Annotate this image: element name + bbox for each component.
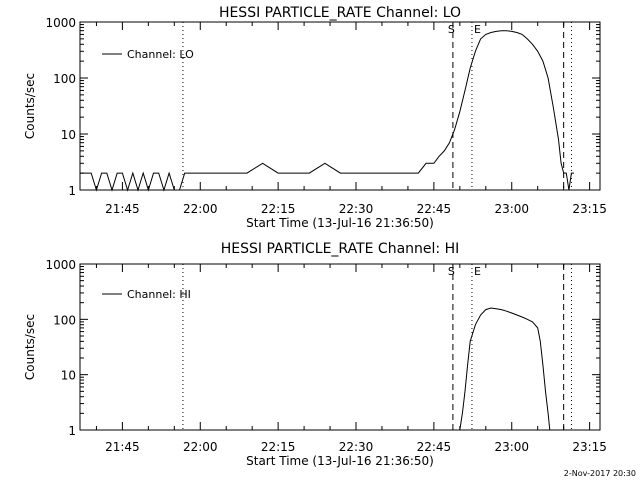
x-tick-label: 23:15 bbox=[572, 202, 607, 216]
x-tick-label: 22:00 bbox=[183, 440, 218, 454]
x-tick-label: 22:00 bbox=[183, 202, 218, 216]
y-tick-label: 10 bbox=[61, 369, 76, 383]
series-line-0 bbox=[80, 30, 574, 192]
x-tick-label: 23:15 bbox=[572, 440, 607, 454]
x-tick-label: 22:30 bbox=[339, 202, 374, 216]
marker-label-s: S bbox=[448, 23, 455, 36]
plot-frame bbox=[79, 263, 601, 431]
x-tick-label: 22:15 bbox=[261, 440, 296, 454]
y-tick-label: 1 bbox=[68, 424, 76, 438]
y-tick-label: 100 bbox=[53, 313, 76, 327]
x-tick-label: 22:45 bbox=[417, 202, 452, 216]
marker-label-e: E bbox=[474, 23, 481, 36]
plot-frame bbox=[79, 21, 601, 191]
x-tick-label: 22:30 bbox=[339, 440, 374, 454]
panel-lo: HESSI PARTICLE_RATE Channel: LO 21:45 22:0… bbox=[23, 5, 607, 230]
series-line-0 bbox=[459, 307, 551, 431]
panel-hi: HESSI PARTICLE_RATE Channel: HI 21:45 22:0… bbox=[23, 241, 607, 468]
legend-label: Channel: HI bbox=[127, 288, 191, 301]
y-axis-label: Counts/sec bbox=[23, 314, 37, 380]
legend-label: Channel: LO bbox=[127, 48, 194, 61]
y-axis-label: Counts/sec bbox=[23, 73, 37, 139]
x-tick-label: 22:15 bbox=[261, 202, 296, 216]
x-tick-label: 21:45 bbox=[105, 440, 140, 454]
chart-title: HESSI PARTICLE_RATE Channel: LO bbox=[219, 5, 461, 21]
y-tick-label: 1000 bbox=[45, 258, 76, 272]
x-axis-label: Start Time (13-Jul-16 21:36:50) bbox=[246, 216, 434, 230]
marker-label-e: E bbox=[474, 265, 481, 278]
x-tick-label: 23:00 bbox=[494, 202, 529, 216]
x-axis-label: Start Time (13-Jul-16 21:36:50) bbox=[246, 454, 434, 468]
marker-label-s: S bbox=[448, 265, 455, 278]
y-tick-label: 1 bbox=[68, 184, 76, 198]
chart-title: HESSI PARTICLE_RATE Channel: HI bbox=[221, 241, 459, 257]
x-tick-label: 23:00 bbox=[494, 440, 529, 454]
y-tick-label: 100 bbox=[53, 72, 76, 86]
y-tick-label: 10 bbox=[61, 128, 76, 142]
x-tick-label: 22:45 bbox=[417, 440, 452, 454]
x-tick-label: 21:45 bbox=[105, 202, 140, 216]
y-tick-label: 1000 bbox=[45, 16, 76, 30]
footer-timestamp: 2-Nov-2017 20:30 bbox=[564, 469, 636, 478]
